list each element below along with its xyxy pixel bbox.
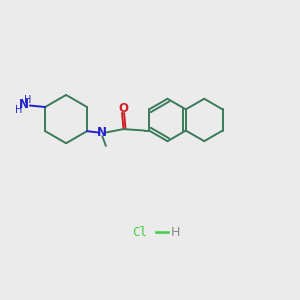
Text: Cl: Cl [132,226,147,239]
Text: N: N [97,126,107,139]
Text: H: H [15,105,22,115]
Text: H: H [24,95,32,105]
Text: H: H [170,226,180,239]
Text: N: N [18,98,28,111]
Text: O: O [118,102,128,115]
